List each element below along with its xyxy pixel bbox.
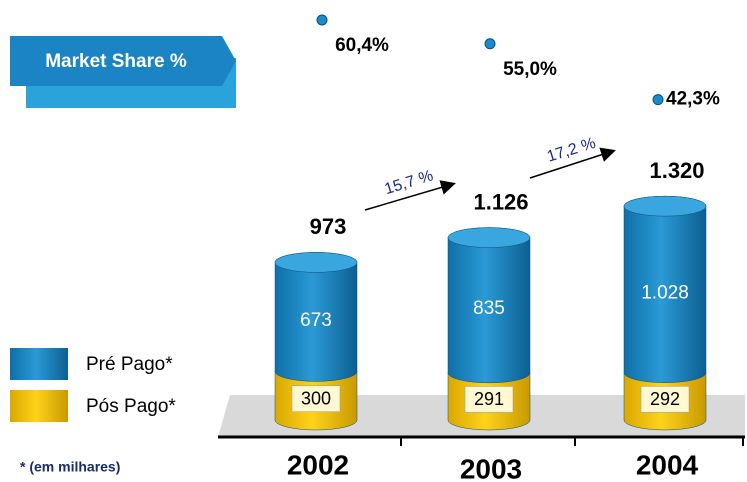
growth-arrow bbox=[364, 180, 456, 211]
bar-value-label: 300 bbox=[301, 388, 331, 408]
market-share-dot bbox=[484, 38, 496, 50]
market-share-dot bbox=[652, 94, 664, 106]
bar-value-label: 673 bbox=[300, 310, 332, 331]
market-share-label: 60,4% bbox=[335, 35, 389, 56]
label-box bbox=[291, 385, 341, 412]
x-tick-label: 2002 bbox=[287, 449, 349, 480]
bar-value-label: 292 bbox=[650, 389, 680, 409]
legend-swatch bbox=[10, 348, 68, 380]
label-box bbox=[640, 386, 690, 413]
legend-swatch bbox=[10, 390, 68, 422]
legend-label: Pós Pago* bbox=[86, 396, 176, 417]
market-share-label: 42,3% bbox=[666, 89, 720, 110]
total-label: 973 bbox=[310, 214, 347, 239]
bar-top bbox=[274, 252, 358, 273]
total-label: 1.320 bbox=[649, 158, 704, 183]
market-share-dot bbox=[316, 14, 328, 26]
chart-title: Market Share % bbox=[45, 51, 187, 72]
bar-top bbox=[623, 195, 707, 217]
growth-label: 15,7 % bbox=[383, 167, 436, 198]
market-share-label: 55,0% bbox=[503, 59, 557, 80]
bar-value-label: 1.028 bbox=[641, 282, 689, 303]
growth-label: 17,2 % bbox=[545, 135, 598, 166]
legend-label: Pré Pago* bbox=[86, 354, 173, 375]
x-tick-label: 2003 bbox=[460, 453, 522, 482]
note: * (em milhares) bbox=[20, 459, 120, 475]
growth-arrow bbox=[529, 147, 616, 179]
bar-value-label: 835 bbox=[473, 298, 505, 319]
x-tick-label: 2004 bbox=[636, 449, 699, 480]
label-box bbox=[464, 386, 514, 413]
bar-value-label: 291 bbox=[474, 389, 504, 409]
title-banner bbox=[10, 36, 236, 86]
total-label: 1.126 bbox=[473, 189, 528, 214]
bar-top bbox=[447, 227, 531, 248]
